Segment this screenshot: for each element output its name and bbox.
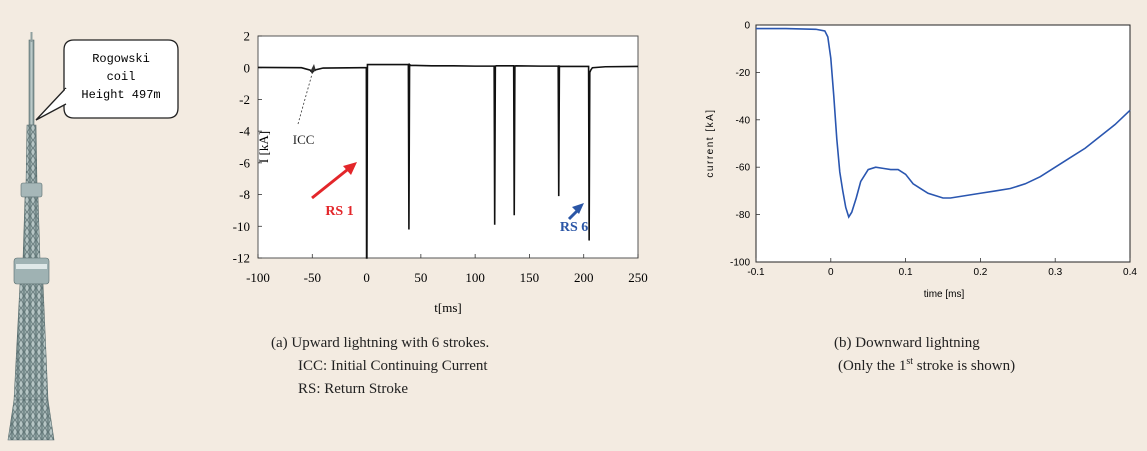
- chart-b-ylabel: current [kA]: [705, 108, 716, 177]
- y-tick-label: -60: [736, 163, 751, 174]
- x-tick-label: 250: [628, 270, 648, 285]
- x-tick-label: 0.2: [973, 267, 987, 278]
- chart-annotation: RS 6: [560, 220, 588, 235]
- y-tick-label: 0: [244, 60, 251, 75]
- y-tick-label: 2: [244, 29, 251, 44]
- y-tick-label: 0: [744, 21, 750, 32]
- chart-b-downward-lightning: -0.1 0 0.1 0.2 0.3 0.4 0 -20 -40 -60 -80 -100 curre…: [705, 21, 1137, 301]
- chart-b-xlabel: time [ms]: [924, 289, 965, 300]
- x-tick-label: -100: [246, 270, 270, 285]
- chart-b-caption-line-2: (Only the 1st stroke is shown): [838, 356, 1015, 374]
- chart-a-ylabel: I [kA]: [256, 131, 271, 163]
- callout-line-3: Height 497m: [81, 88, 160, 102]
- y-tick-label: -4: [239, 124, 250, 139]
- icc-arrow: [297, 66, 315, 125]
- x-tick-label: 150: [520, 270, 540, 285]
- x-tick-label: 0.1: [899, 267, 913, 278]
- y-tick-label: -100: [730, 258, 750, 269]
- x-tick-label: -0.1: [747, 267, 765, 278]
- callout-line-2: coil: [107, 70, 136, 84]
- y-tick-label: -10: [233, 219, 250, 234]
- chart-b-caption: (b) Downward lightning (Only the 1st str…: [834, 335, 1015, 374]
- chart-a-caption-line-2: ICC: Initial Continuing Current: [298, 358, 488, 374]
- chart-a-upward-lightning: -100 -50 0 50 100 150 200 250 2 0 -2 -4 -6 -8 -10 -12 I…: [233, 29, 648, 315]
- rs1-arrow: [311, 164, 353, 200]
- x-tick-label: -50: [304, 270, 321, 285]
- callout-line-1: Rogowski: [92, 52, 150, 66]
- chart-a-series-line: [257, 62, 639, 259]
- y-tick-label: -8: [239, 187, 250, 202]
- chart-b-plot-area: [755, 24, 1131, 263]
- x-tick-label: 0.4: [1123, 267, 1137, 278]
- chart-annotation: ICC: [293, 132, 315, 147]
- y-tick-label: -6: [239, 155, 250, 170]
- tokyo-skytree-tower-illustration: [7, 32, 55, 441]
- chart-b-caption-line-1: (b) Downward lightning: [834, 335, 980, 351]
- y-tick-label: -40: [736, 115, 751, 126]
- chart-a-plot-area: [257, 35, 639, 259]
- chart-a-caption-line-1: (a) Upward lightning with 6 strokes.: [271, 335, 489, 351]
- x-tick-label: 50: [414, 270, 427, 285]
- x-tick-label: 200: [574, 270, 594, 285]
- x-tick-label: 0.3: [1048, 267, 1062, 278]
- chart-annotation: RS 1: [325, 204, 353, 219]
- chart-b-series-line: [756, 27, 1131, 219]
- x-tick-label: 0: [828, 267, 834, 278]
- y-tick-label: -2: [239, 92, 250, 107]
- y-tick-label: -12: [233, 251, 250, 266]
- chart-a-caption-line-3: RS: Return Stroke: [298, 381, 408, 397]
- chart-a-xlabel: t[ms]: [434, 300, 461, 315]
- rogowski-coil-callout: Rogowski coil Height 497m: [35, 39, 179, 121]
- y-tick-label: -80: [736, 210, 751, 221]
- y-tick-label: -20: [736, 68, 751, 79]
- chart-a-caption: (a) Upward lightning with 6 strokes. ICC…: [271, 335, 489, 397]
- x-tick-label: 100: [465, 270, 485, 285]
- x-tick-label: 0: [363, 270, 370, 285]
